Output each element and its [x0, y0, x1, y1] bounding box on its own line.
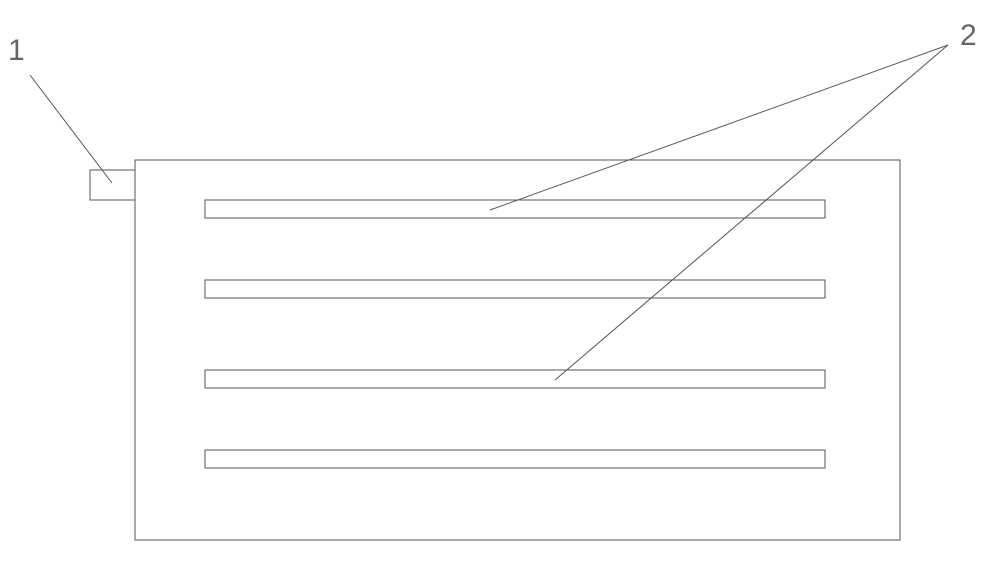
- slot-2: [205, 280, 825, 298]
- tab-box: [90, 170, 135, 200]
- leader-2a: [490, 45, 948, 210]
- slot-4: [205, 450, 825, 468]
- label-2: 2: [960, 19, 977, 52]
- slot-3: [205, 370, 825, 388]
- slot-1: [205, 200, 825, 218]
- leader-1: [30, 75, 112, 183]
- outer-box: [135, 160, 900, 540]
- leader-2b: [555, 45, 948, 380]
- label-1: 1: [8, 34, 25, 67]
